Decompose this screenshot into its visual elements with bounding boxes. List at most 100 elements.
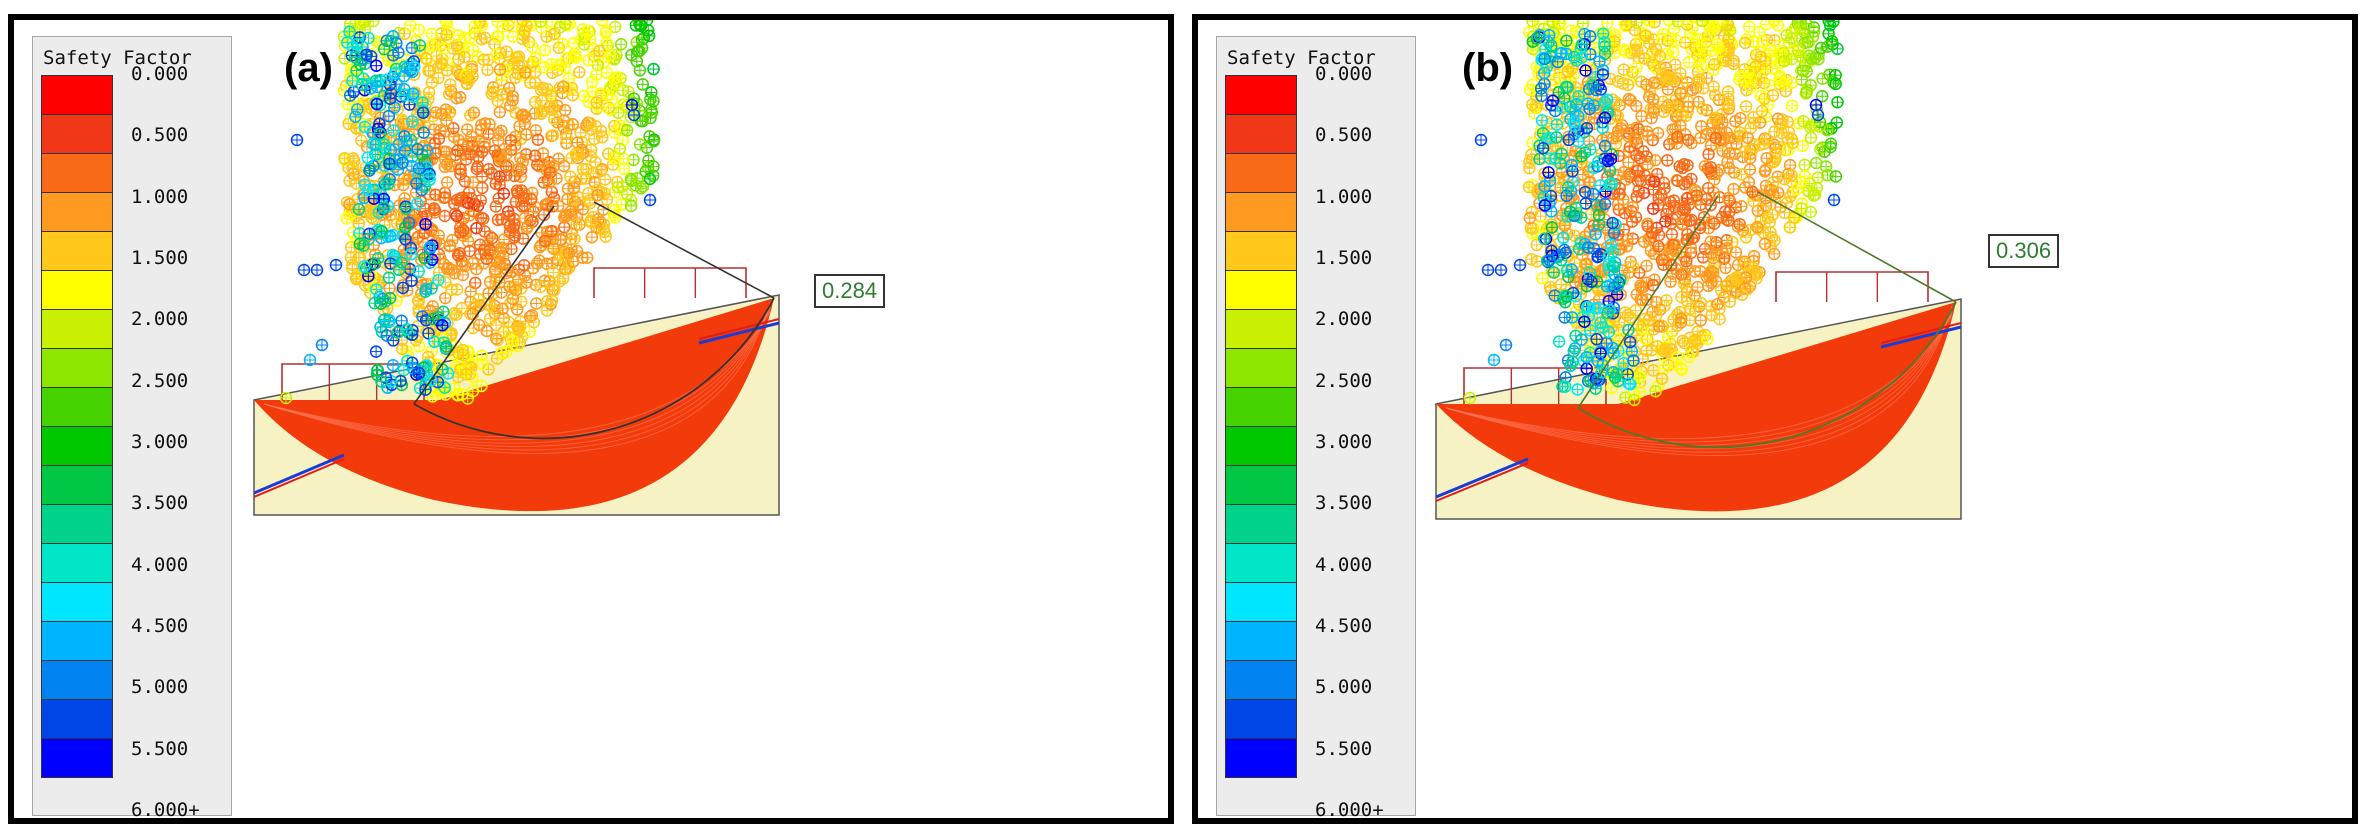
slip-centre-marker	[598, 225, 611, 238]
slip-centre-marker	[531, 133, 545, 146]
slip-centre-marker	[470, 262, 483, 276]
slip-centre-marker	[577, 89, 591, 103]
slip-centre-marker	[467, 106, 481, 119]
slip-centre-marker	[573, 65, 586, 79]
slip-centre-marker	[516, 108, 530, 121]
slip-centre-marker	[551, 199, 565, 213]
slip-centre-marker	[545, 57, 558, 71]
slip-centre-marker	[419, 52, 433, 65]
slip-centre-marker	[412, 295, 426, 308]
slip-centre-marker	[617, 162, 631, 176]
slip-centre-marker	[422, 64, 435, 77]
slip-centre-marker	[524, 193, 538, 206]
slip-centre-marker	[454, 226, 467, 239]
slip-centre-marker	[340, 212, 354, 225]
slip-centre-marker	[538, 43, 552, 57]
slip-centre-marker	[344, 251, 358, 264]
slip-centre-marker	[517, 258, 531, 272]
slip-centre-marker	[508, 169, 521, 183]
slip-centre-marker	[508, 218, 521, 232]
slip-centre-marker	[601, 88, 614, 102]
slip-centre-marker	[564, 170, 577, 183]
slip-centre-marker	[591, 188, 604, 202]
slip-centre-marker	[550, 172, 563, 185]
slip-centre-marker	[588, 175, 601, 189]
slip-centre-marker	[534, 20, 547, 28]
slip-centre-marker	[395, 342, 409, 356]
slip-centre-marker	[342, 161, 355, 175]
slip-centre-marker	[615, 180, 629, 193]
water-table-line	[698, 321, 780, 345]
slip-centre-marker	[483, 312, 497, 325]
slip-centre-marker	[455, 302, 469, 315]
slip-centre-marker	[552, 152, 565, 165]
slip-centre-marker	[471, 50, 484, 63]
slip-centre-marker	[595, 131, 609, 144]
slip-centre-marker	[646, 169, 660, 183]
slip-centre-marker	[543, 166, 557, 179]
slip-centre-marker	[645, 106, 659, 119]
slip-centre-marker	[445, 263, 458, 276]
slip-centre-marker	[452, 52, 465, 66]
slip-centre-marker	[455, 388, 469, 401]
slip-centre-marker	[462, 186, 476, 199]
slip-centre-marker	[477, 53, 491, 66]
slip-centre-marker	[478, 225, 491, 238]
slip-centre-marker	[338, 52, 351, 65]
slip-centre-marker	[548, 27, 561, 41]
slip-centre-marker	[338, 39, 352, 52]
slip-centre-marker	[398, 27, 411, 41]
slip-centre-marker	[640, 141, 654, 154]
slip-centre-marker	[510, 303, 524, 316]
slip-centre-marker	[558, 211, 571, 224]
slip-centre-marker	[575, 172, 588, 186]
slip-centre-marker	[511, 163, 525, 176]
slip-centre-marker	[633, 64, 647, 77]
slip-centre-marker	[600, 66, 614, 80]
slip-centre-marker	[451, 249, 465, 262]
slip-centre-marker	[612, 106, 625, 120]
water-table-line	[253, 453, 345, 495]
slip-centre-marker	[633, 138, 647, 151]
slip-centre-marker	[343, 198, 356, 211]
slip-centre-marker	[350, 273, 363, 286]
slip-centre-marker	[548, 112, 561, 126]
slip-centre-marker	[396, 113, 409, 127]
slip-centre-marker	[443, 239, 457, 252]
slip-centre-marker	[465, 60, 479, 73]
slip-centre-marker	[445, 283, 458, 296]
slip-centre-marker	[463, 209, 476, 222]
slip-centre-marker	[518, 25, 531, 38]
slip-centre-marker	[568, 232, 581, 246]
slip-centre-marker	[422, 86, 436, 99]
slip-centre-marker	[439, 153, 452, 166]
slip-centre-marker	[493, 63, 507, 76]
slip-centre-marker	[627, 92, 641, 105]
slip-centre-marker	[547, 101, 561, 114]
slip-centre-marker	[576, 251, 589, 264]
slip-surface-line	[263, 309, 771, 441]
slip-centre-marker	[465, 136, 478, 150]
slip-centre-marker	[369, 345, 383, 358]
slip-centre-marker	[504, 134, 518, 147]
slip-centre-marker	[493, 256, 506, 270]
slip-centre-marker	[419, 314, 433, 327]
slip-centre-marker	[545, 294, 559, 308]
slip-centre-marker	[554, 233, 568, 247]
slip-centre-marker	[502, 315, 515, 329]
slip-centre-marker	[456, 343, 469, 357]
slip-centre-marker	[590, 68, 603, 81]
slip-centre-marker	[404, 20, 417, 32]
slip-centre-marker	[604, 104, 618, 117]
slip-centre-marker	[497, 142, 511, 156]
slip-centre-marker	[564, 205, 577, 218]
slip-centre-marker	[439, 291, 452, 305]
slip-centre-marker	[647, 62, 660, 76]
slip-centre-marker	[495, 213, 508, 226]
slip-centre-marker	[599, 24, 613, 38]
distributed-load	[593, 267, 747, 298]
slip-centre-marker	[634, 182, 648, 195]
slip-centre-marker	[475, 118, 488, 132]
slip-centre-marker	[636, 114, 649, 128]
slip-centre-marker	[463, 73, 476, 87]
